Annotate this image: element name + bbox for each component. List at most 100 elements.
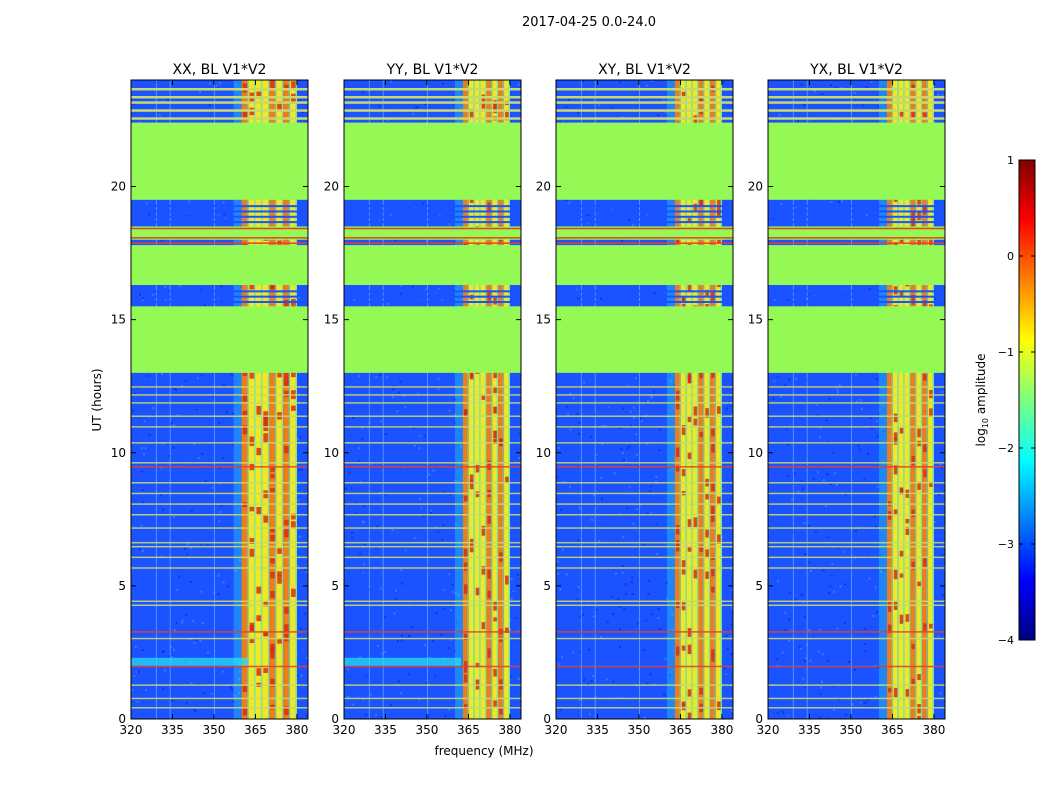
noise-speck [133,675,136,678]
channel-line [638,80,640,719]
noise-speck [344,487,347,490]
noise-speck [651,396,654,399]
noise-speck [787,714,790,717]
rfi-blob [705,533,710,538]
noise-speck [200,288,203,291]
noise-speck [933,547,936,550]
noise-speck [657,617,660,620]
noise-speck [818,436,821,439]
rfi-blob [899,573,904,578]
noise-speck [140,447,143,450]
noise-speck [830,574,833,577]
time-stripe [768,707,945,709]
noise-speck [517,83,520,86]
noise-speck [407,673,410,676]
noise-speck [397,639,400,642]
time-stripe [344,95,521,99]
flagged-region [556,226,733,240]
noise-speck [866,452,869,455]
noise-speck [726,407,729,410]
time-stripe [344,482,521,484]
rfi-blob [469,546,474,553]
rfi-blob [469,474,474,484]
rfi-column [928,80,934,719]
noise-speck [190,509,193,512]
time-stripe [556,290,733,293]
rfi-blob [493,100,498,110]
noise-speck [224,217,227,220]
noise-speck [217,574,220,577]
noise-speck [152,407,155,410]
time-stripe [344,237,521,239]
noise-speck [939,692,942,695]
noise-speck [225,411,228,414]
noise-speck [772,217,775,220]
time-stripe [768,697,945,700]
rfi-blob [929,238,933,247]
rfi-blob [481,101,486,109]
rfi-blob [284,706,290,716]
rfi-blob [911,110,916,119]
y-tick-label: 10 [748,446,763,460]
noise-speck [211,486,214,489]
noise-speck [809,659,812,662]
noise-speck [815,403,818,406]
time-stripe [344,503,521,505]
noise-speck [230,688,233,691]
time-stripe [344,227,521,230]
noise-speck [784,383,787,386]
noise-speck [788,378,791,381]
time-stripe [131,415,308,417]
rfi-blob [487,202,492,213]
noise-speck [379,419,382,422]
time-stripe [768,482,945,484]
rfi-blob [711,654,716,662]
noise-speck [659,628,662,631]
rfi-blob [699,372,704,379]
rfi-blob [687,644,692,655]
noise-speck [612,680,615,683]
noise-speck [151,414,154,417]
rfi-blob [699,687,704,695]
rfi-blob [681,569,686,575]
time-stripe [131,295,308,298]
noise-speck [650,80,653,83]
rfi-blob [284,519,290,526]
rfi-blob [923,444,928,449]
rfi-blob [687,712,692,719]
noise-speck [222,457,225,460]
time-stripe [344,631,521,633]
time-stripe [131,567,308,569]
noise-speck [384,493,387,496]
rfi-blob [270,527,276,533]
time-stripe [768,503,945,505]
noise-speck [393,612,396,615]
noise-speck [414,536,417,539]
noise-speck [583,381,586,384]
noise-speck [357,459,360,462]
noise-speck [781,651,784,654]
time-stripe [556,237,733,239]
noise-speck [411,285,414,288]
rfi-blob [923,469,928,478]
noise-speck [448,409,451,412]
noise-speck [170,422,173,425]
rfi-gap [295,80,297,719]
time-stripe [768,101,945,104]
noise-speck [606,678,609,681]
noise-speck [453,398,456,401]
rfi-blob [270,643,276,651]
rfi-blob [249,368,255,379]
rfi-blob [899,550,904,557]
time-stripe [556,109,733,112]
noise-speck [576,598,579,601]
noise-speck [376,645,379,648]
noise-speck [668,628,671,631]
noise-speck [634,376,637,379]
noise-speck [185,702,188,705]
rfi-gap [253,80,256,719]
rfi-column [462,80,469,719]
noise-speck [300,468,303,471]
noise-speck [447,573,450,576]
noise-speck [444,714,447,717]
